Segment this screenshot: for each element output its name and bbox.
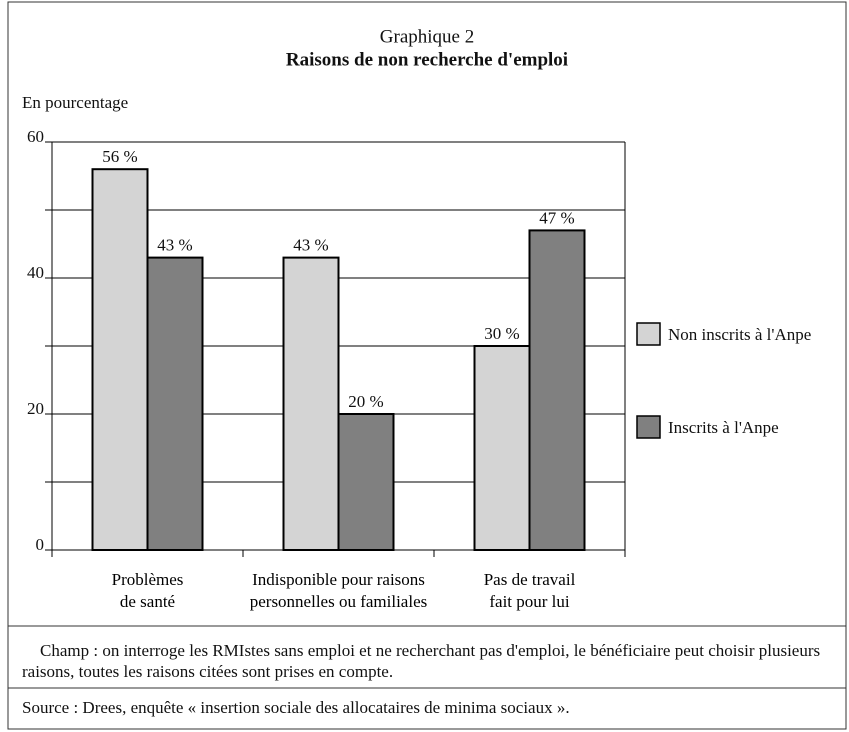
- y-axis-label: En pourcentage: [22, 93, 128, 112]
- value-label: 20 %: [348, 392, 383, 411]
- bar: [91, 168, 149, 551]
- x-tick-label: Problèmes de santé: [111, 570, 184, 611]
- legend-swatch: [636, 322, 661, 346]
- chart-subtitle: Raisons de non recherche d'emploi: [286, 49, 568, 70]
- y-tick-label: 60: [27, 127, 44, 146]
- legend-swatch: [636, 415, 661, 439]
- x-tick-label: Pas de travail fait pour lui: [483, 570, 576, 611]
- y-tick-label: 40: [27, 263, 44, 282]
- legend-label: Non inscrits à l'Anpe: [668, 325, 811, 344]
- chart-title: Graphique 2: [380, 26, 474, 47]
- frame: [7, 1, 847, 730]
- value-label: 43 %: [293, 236, 328, 255]
- y-tick-label: 0: [36, 535, 45, 554]
- note: Champ : on interroge les RMIstes sans em…: [22, 641, 821, 681]
- y-tick-label: 20: [27, 399, 44, 418]
- bar: [473, 345, 531, 551]
- value-label: 56 %: [102, 147, 137, 166]
- value-label: 43 %: [157, 236, 192, 255]
- x-tick-label: Indisponible pour raisons personnelles o…: [249, 570, 428, 611]
- bar: [282, 256, 340, 551]
- value-label: 47 %: [539, 208, 574, 227]
- bar: [146, 256, 204, 551]
- value-label: 30 %: [484, 324, 519, 343]
- bar: [528, 229, 586, 551]
- legend-label: Inscrits à l'Anpe: [668, 418, 779, 437]
- bar: [337, 413, 395, 551]
- source: Source : Drees, enquête « insertion soci…: [22, 698, 570, 717]
